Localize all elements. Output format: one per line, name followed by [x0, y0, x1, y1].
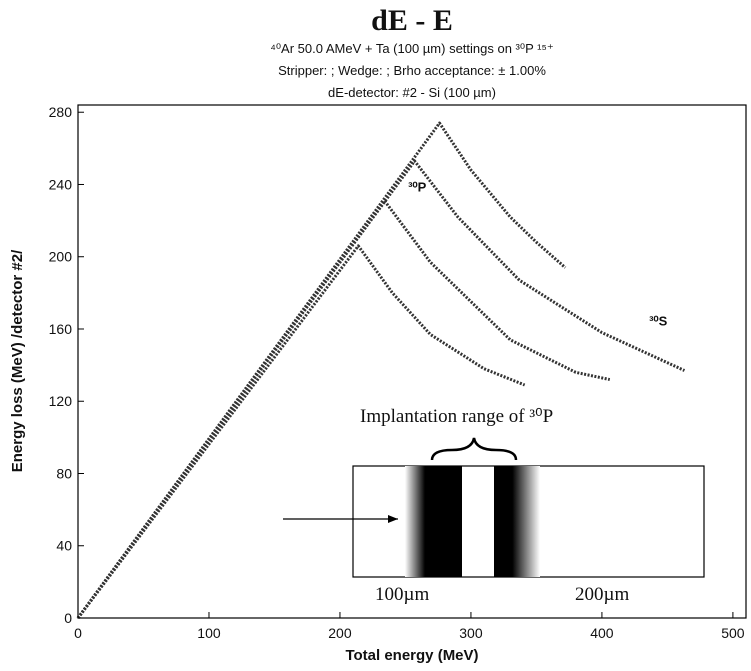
inset-label: 100µm [375, 584, 429, 605]
y-tick-label: 240 [49, 176, 73, 192]
x-tick-label: 200 [328, 625, 352, 641]
chart-title: dE - E [371, 4, 453, 37]
isotope-label: ³⁰P [408, 180, 427, 195]
y-tick-label: 80 [56, 465, 72, 481]
subtitle: Stripper: ; Wedge: ; Brho acceptance: ± … [278, 63, 546, 78]
x-axis-label: Total energy (MeV) [345, 647, 478, 664]
data-band [76, 199, 611, 619]
x-tick-label: 100 [197, 625, 221, 641]
implant-band [494, 466, 540, 577]
x-tick-label: 400 [590, 625, 614, 641]
y-tick-label: 160 [49, 321, 73, 337]
subtitle: ⁴⁰Ar 50.0 AMeV + Ta (100 µm) settings on… [270, 41, 553, 56]
isotope-label: ³⁰S [649, 313, 668, 328]
brace [430, 437, 518, 461]
inset-label: 200µm [575, 584, 629, 605]
data-band [76, 121, 567, 619]
y-axis-label: Energy loss (MeV) /detector #2/ [9, 249, 26, 472]
subtitle: dE-detector: #2 - Si (100 µm) [328, 85, 496, 100]
x-tick-label: 0 [74, 625, 82, 641]
y-tick-label: 200 [49, 249, 73, 265]
implant-band [405, 466, 462, 577]
y-tick-label: 0 [64, 610, 72, 626]
y-tick-label: 120 [49, 393, 73, 409]
data-band [76, 244, 526, 619]
y-tick-label: 40 [56, 538, 72, 554]
y-tick-label: 280 [49, 104, 73, 120]
x-tick-label: 500 [721, 625, 745, 641]
arrow-head [388, 515, 398, 523]
plot-frame [77, 104, 747, 619]
inset-title: Implantation range of ³⁰P [360, 406, 553, 427]
x-tick-label: 300 [459, 625, 483, 641]
inset: Implantation range of ³⁰P 100µm 200µm [283, 406, 705, 605]
